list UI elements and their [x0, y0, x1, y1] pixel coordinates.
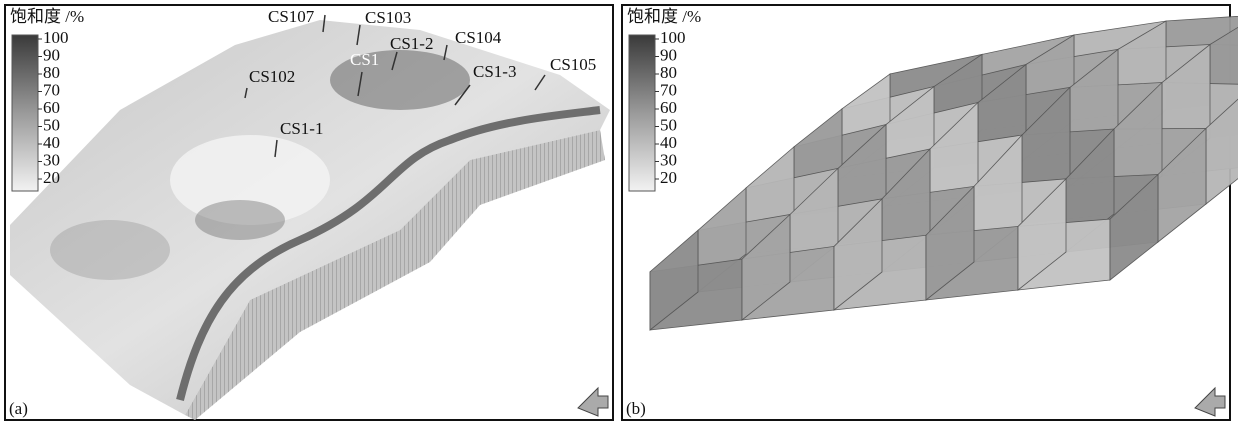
colorbar-tick-label: 70 [43, 80, 60, 99]
colorbar-tick-label: 30 [43, 150, 60, 169]
well-label: CS1-3 [473, 62, 516, 81]
colorbar-tick-label: 80 [660, 63, 677, 82]
colorbar-tick-label: 20 [43, 168, 60, 187]
colorbar-title: 饱和度 /% [10, 7, 84, 26]
colorbar-tick-label: 60 [660, 98, 677, 117]
colorbar-tick-label: 20 [660, 168, 677, 187]
well-label: CS107 [268, 7, 315, 26]
fence [741, 213, 791, 321]
colorbar-tick-label: 40 [43, 133, 60, 152]
fault-band [176, 106, 601, 401]
colorbar-tick-label: 100 [660, 28, 686, 47]
terrain-side [185, 130, 605, 420]
colorbar [11, 34, 39, 192]
colorbar-tick-label: 80 [43, 63, 60, 82]
well-label: CS102 [249, 67, 295, 86]
well-traces [244, 14, 546, 158]
saturation-zone [50, 220, 170, 280]
fence [833, 197, 883, 311]
colorbar [628, 34, 656, 192]
well-label: CS103 [365, 8, 411, 27]
panel-label: (b) [626, 399, 646, 418]
orientation-arrow [577, 386, 609, 417]
colorbar-tick-label: 100 [43, 28, 69, 47]
colorbar-tick-label: 30 [660, 150, 677, 169]
saturation-zone [330, 50, 470, 110]
colorbar-tick-label: 50 [660, 115, 677, 134]
colorbar-tick-label: 70 [660, 80, 677, 99]
colorbar-tick-label: 50 [43, 115, 60, 134]
well-label: CS104 [455, 28, 502, 47]
colorbar-tick-label: 90 [43, 45, 60, 64]
terrain-surface [10, 20, 610, 415]
fence [1017, 177, 1067, 291]
well-label: CS1-2 [390, 34, 433, 53]
fence [925, 185, 975, 301]
colorbar-tick-label: 40 [660, 133, 677, 152]
fence [1109, 173, 1159, 281]
saturation-zone [195, 200, 285, 240]
well-label: CS1 [350, 50, 379, 69]
fence-sections [649, 15, 1238, 331]
colorbar-title: 饱和度 /% [627, 7, 701, 26]
colorbar-tick-label: 90 [660, 45, 677, 64]
well-label: CS105 [550, 55, 596, 74]
well-label: CS1-1 [280, 119, 323, 138]
colorbar-tick-label: 60 [43, 98, 60, 117]
panel-label: (a) [9, 399, 28, 418]
saturation-zone [170, 135, 330, 225]
orientation-arrow [1194, 386, 1226, 417]
fence [649, 229, 699, 331]
